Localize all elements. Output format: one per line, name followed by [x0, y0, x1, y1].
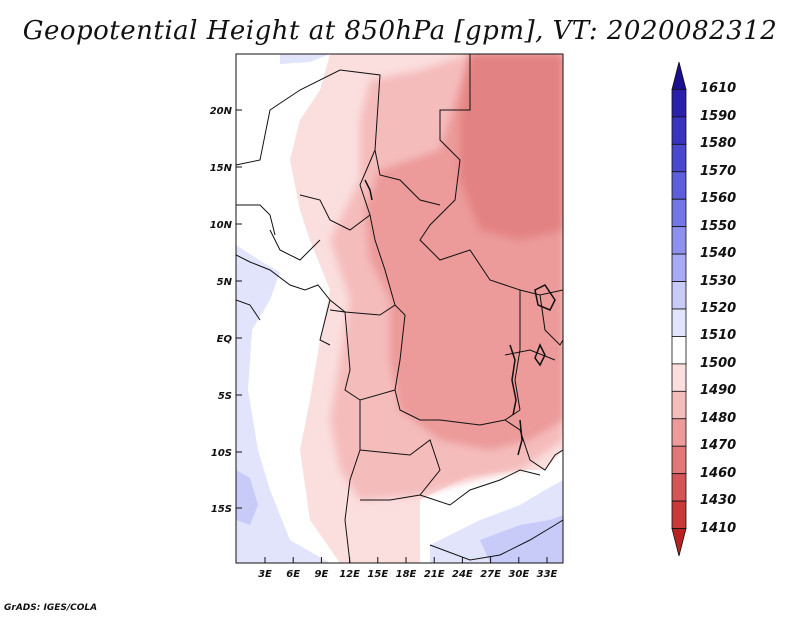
- lat-tick-label: 5N: [217, 277, 233, 288]
- longitude-ticks: 3E 6E 9E 12E 15E 18E 21E 24E 27E 30E 33E: [258, 557, 558, 580]
- colorbar-swatch: [671, 171, 687, 200]
- lon-tick-label: 12E: [339, 569, 360, 580]
- colorbar-label: 1490: [700, 383, 737, 399]
- lon-tick-label: 6E: [286, 569, 300, 580]
- colorbar-swatch: [671, 473, 687, 502]
- colorbar-label: 1570: [700, 163, 737, 179]
- colorbar-swatch: [671, 89, 687, 118]
- colorbar-swatch: [671, 390, 687, 420]
- colorbar-swatch: [671, 500, 687, 529]
- lat-tick-label: 20N: [210, 106, 233, 117]
- colorbar-label: 1610: [700, 81, 737, 97]
- country-borders: [236, 54, 563, 563]
- lon-tick-label: 30E: [508, 569, 529, 580]
- lat-tick-label: 5S: [218, 391, 232, 402]
- colorbar-label: 1540: [700, 246, 737, 262]
- lat-tick-label: EQ: [217, 334, 233, 345]
- colorbar-swatch: [671, 363, 687, 392]
- colorbar-swatch: [671, 528, 687, 557]
- lon-tick-label: 27E: [480, 569, 501, 580]
- colorbar-swatch: [671, 308, 687, 337]
- latitude-ticks: 20N 15N 10N 5N EQ 5S 10S 15S: [210, 106, 242, 515]
- colorbar-swatch: [671, 445, 687, 475]
- chart-title: Geopotential Height at 850hPa [gpm], VT:…: [22, 16, 778, 46]
- colorbar-swatch: [671, 226, 687, 255]
- colorbar-label: 1470: [700, 438, 737, 454]
- colorbar-swatch: [671, 281, 687, 310]
- colorbar-label: 1480: [700, 410, 737, 426]
- colorbar-label: 1430: [700, 493, 737, 509]
- colorbar-label: 1530: [700, 273, 737, 289]
- colorbar-label: 1510: [700, 328, 737, 344]
- colorbar-swatch: [671, 116, 687, 145]
- colorbar-swatch: [671, 198, 687, 228]
- colorbar-label: 1560: [700, 191, 737, 207]
- lat-tick-label: 10S: [211, 448, 232, 459]
- lat-tick-label: 10N: [210, 220, 233, 231]
- colorbar-label: 1460: [700, 465, 737, 481]
- colorbar-swatch: [671, 61, 687, 90]
- lon-tick-label: 24E: [452, 569, 473, 580]
- lon-tick-label: 15E: [367, 569, 388, 580]
- colorbar-swatch: [671, 336, 687, 365]
- colorbar-label: 1500: [700, 355, 737, 371]
- lakes: [364, 179, 556, 456]
- colorbar-label: 1590: [700, 108, 737, 124]
- colorbar-label: 1410: [700, 520, 737, 536]
- colorbar-swatch: [671, 418, 687, 447]
- lat-tick-label: 15N: [210, 163, 233, 174]
- colorbar: [671, 61, 687, 557]
- map-frame: [235, 53, 564, 564]
- lon-tick-label: 3E: [258, 569, 272, 580]
- colorbar-label: 1580: [700, 136, 737, 152]
- grads-credit: GrADS: IGES/COLA: [4, 603, 98, 613]
- colorbar-label: 1520: [700, 301, 737, 316]
- lon-tick-label: 18E: [396, 569, 417, 580]
- colorbar-swatch: [671, 143, 687, 173]
- lon-tick-label: 33E: [537, 569, 558, 580]
- lon-tick-label: 9E: [315, 569, 329, 580]
- height-field: [236, 54, 563, 563]
- colorbar-swatch: [671, 253, 687, 282]
- lon-tick-label: 21E: [424, 569, 445, 580]
- colorbar-label: 1550: [700, 218, 737, 234]
- lat-tick-label: 15S: [211, 504, 232, 515]
